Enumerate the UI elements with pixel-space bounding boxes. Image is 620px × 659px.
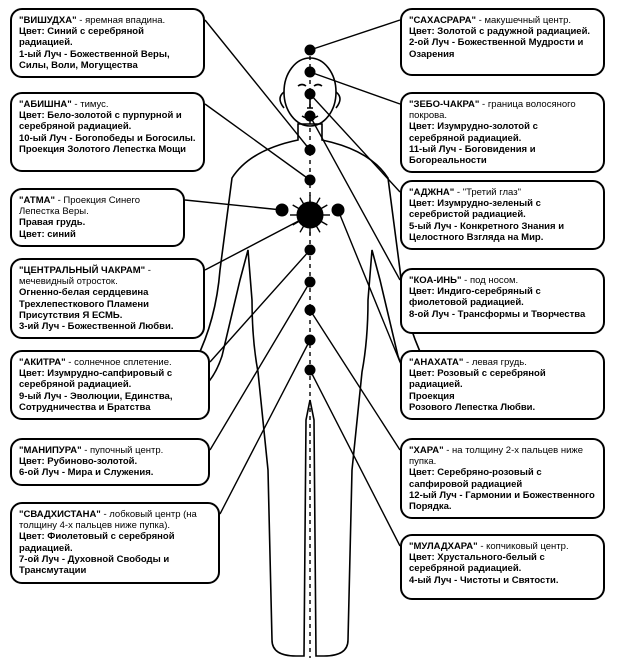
label-subtitle: - левая грудь.	[463, 357, 527, 368]
label-title: "МУЛАДХАРА"	[409, 541, 478, 552]
chakra-point-abishna	[305, 175, 315, 185]
connector-hara	[310, 310, 400, 450]
label-line: 11-ый Луч - Боговидения и Богореальности	[409, 144, 596, 166]
label-line: 1-ый Луч - Божественной Веры, Силы, Воли…	[19, 49, 196, 71]
label-title: "ЗЕБО-ЧАКРА"	[409, 99, 479, 110]
connector-atma	[185, 200, 282, 210]
label-subtitle: - тимус.	[72, 99, 109, 110]
label-box-muladhara: "МУЛАДХАРА" - копчиковый центр.Цвет: Хру…	[400, 534, 605, 600]
label-line: Цвет: Фиолетовый с серебряной радиацией.	[19, 531, 211, 553]
chakra-point-central	[297, 202, 323, 228]
label-box-manipura: "МАНИПУРА" - пупочный центр.Цвет: Рубино…	[10, 438, 210, 486]
label-title: "ЦЕНТРАЛЬНЫЙ ЧАКРАМ"	[19, 265, 145, 276]
label-title: "ХАРА"	[409, 445, 444, 456]
label-subtitle: - копчиковый центр.	[478, 541, 569, 552]
chakra-point-hara	[305, 305, 315, 315]
label-line: Цвет: Розовый с серебряной радиацией.	[409, 368, 596, 390]
chakra-point-adjna	[305, 89, 315, 99]
label-box-akitra: "АКИТРА" - солнечное сплетение.Цвет: Изу…	[10, 350, 210, 420]
label-subtitle: - яремная впадина.	[77, 15, 166, 26]
label-line: Цвет: синий	[19, 229, 176, 240]
connector-sahasrara	[310, 20, 400, 50]
chakra-point-manipura	[305, 277, 315, 287]
connector-abishna	[205, 104, 310, 180]
label-line: Розового Лепестка Любви.	[409, 402, 596, 413]
label-title: "АКИТРА"	[19, 357, 66, 368]
label-line: Проекция	[409, 391, 596, 402]
connector-svadhistana	[220, 340, 310, 514]
label-box-adjna: "АДЖНА" - "Третий глаз"Цвет: Изумрудно-з…	[400, 180, 605, 250]
label-line: 6-ой Луч - Мира и Служения.	[19, 467, 201, 478]
label-box-abishna: "АБИШНА" - тимус.Цвет: Бело-золотой с пу…	[10, 92, 205, 172]
label-line: Цвет: Изумрудно-сапфировый с серебряной …	[19, 368, 201, 390]
label-line: Цвет: Изумрудно-зеленый с серебристой ра…	[409, 198, 596, 220]
label-box-vishudha: "ВИШУДХА" - яремная впадина.Цвет: Синий …	[10, 8, 205, 78]
label-subtitle: - под носом.	[462, 275, 519, 286]
label-box-sahasrara: "САХАСРАРА" - макушечный центр.Цвет: Зол…	[400, 8, 605, 76]
label-line: Цвет: Хрустального-белый с серебряной ра…	[409, 552, 596, 574]
label-line: Правая грудь.	[19, 217, 176, 228]
connector-muladhara	[310, 370, 400, 546]
label-box-zebo: "ЗЕБО-ЧАКРА" - граница волосяного покров…	[400, 92, 605, 173]
label-line: Цвет: Серебряно-розовый с сапфировой рад…	[409, 467, 596, 489]
label-box-koa-in: "КОА-ИНЬ" - под носом.Цвет: Индиго-сереб…	[400, 268, 605, 334]
label-box-central: "ЦЕНТРАЛЬНЫЙ ЧАКРАМ" - мечевидный отрост…	[10, 258, 205, 339]
chakra-point-svadhistana	[305, 335, 315, 345]
label-subtitle: - пупочный центр.	[82, 445, 164, 456]
label-title: "АДЖНА"	[409, 187, 454, 198]
label-title: "САХАСРАРА"	[409, 15, 476, 26]
chakra-point-vishudha	[305, 145, 315, 155]
label-subtitle: - "Третий глаз"	[454, 187, 521, 198]
chakra-point-sahasrara	[305, 45, 315, 55]
label-line: 8-ой Луч - Трансформы и Творчества	[409, 309, 596, 320]
connector-adjna	[310, 94, 400, 192]
label-line: Цвет: Синий с серебряной радиацией.	[19, 26, 196, 48]
connector-vishudha	[205, 20, 310, 150]
label-line: 7-ой Луч - Духовной Свободы и Трансмутац…	[19, 554, 211, 576]
label-title: "МАНИПУРА"	[19, 445, 82, 456]
label-box-anahata: "АНАХАТА" - левая грудь.Цвет: Розовый с …	[400, 350, 605, 420]
connector-zebo	[310, 72, 400, 104]
connector-central	[205, 215, 310, 270]
label-line: Цвет: Рубиново-золотой.	[19, 456, 201, 467]
chakra-point-zebo	[305, 67, 315, 77]
label-line: Цвет: Бело-золотой с пурпурной и серебря…	[19, 110, 196, 132]
label-box-atma: "АТМА" - Проекция Синего Лепестка Веры.П…	[10, 188, 185, 247]
label-line: Цвет: Золотой с радужной радиацией.	[409, 26, 596, 37]
label-box-hara: "ХАРА" - на толщину 2-х пальцев ниже пуп…	[400, 438, 605, 519]
label-subtitle: - солнечное сплетение.	[66, 357, 172, 368]
label-subtitle: - макушечный центр.	[476, 15, 571, 26]
label-line: Цвет: Изумрудно-золотой с серебряной рад…	[409, 121, 596, 143]
label-line: 4-ый Луч - Чистоты и Святости.	[409, 575, 596, 586]
label-line: 2-ой Луч - Божественной Мудрости и Озаре…	[409, 37, 596, 59]
diagram-canvas: "ВИШУДХА" - яремная впадина.Цвет: Синий …	[0, 0, 620, 659]
chakra-point-atma	[276, 204, 288, 216]
label-line: Проекция Золотого Лепестка Мощи	[19, 144, 196, 155]
label-title: "АТМА"	[19, 195, 55, 206]
chakra-point-akitra	[305, 245, 315, 255]
label-title: "СВАДХИСТАНА"	[19, 509, 101, 520]
connector-manipura	[210, 282, 310, 450]
chakra-point-anahata	[332, 204, 344, 216]
connector-anahata	[338, 210, 400, 362]
label-box-svadhistana: "СВАДХИСТАНА" - лобковый центр (на толщи…	[10, 502, 220, 584]
label-line: 10-ый Луч - Богопобеды и Богосилы.	[19, 133, 196, 144]
connector-koa-in	[310, 116, 400, 280]
label-line: 12-ый Луч - Гармонии и Божественного Пор…	[409, 490, 596, 512]
label-line: 5-ый Луч - Конкретного Знания и Целостно…	[409, 221, 596, 243]
label-title: "АНАХАТА"	[409, 357, 463, 368]
label-line: 3-ий Луч - Божественной Любви.	[19, 321, 196, 332]
label-title: "КОА-ИНЬ"	[409, 275, 462, 286]
chakra-point-koa-in	[305, 111, 315, 121]
label-title: "ВИШУДХА"	[19, 15, 77, 26]
label-line: 9-ый Луч - Эволюции, Единства, Сотруднич…	[19, 391, 201, 413]
chakra-point-muladhara	[305, 365, 315, 375]
label-title: "АБИШНА"	[19, 99, 72, 110]
label-line: Огненно-белая сердцевина Трехлепестковог…	[19, 287, 196, 321]
label-line: Цвет: Индиго-серебряный с фиолетовой рад…	[409, 286, 596, 308]
